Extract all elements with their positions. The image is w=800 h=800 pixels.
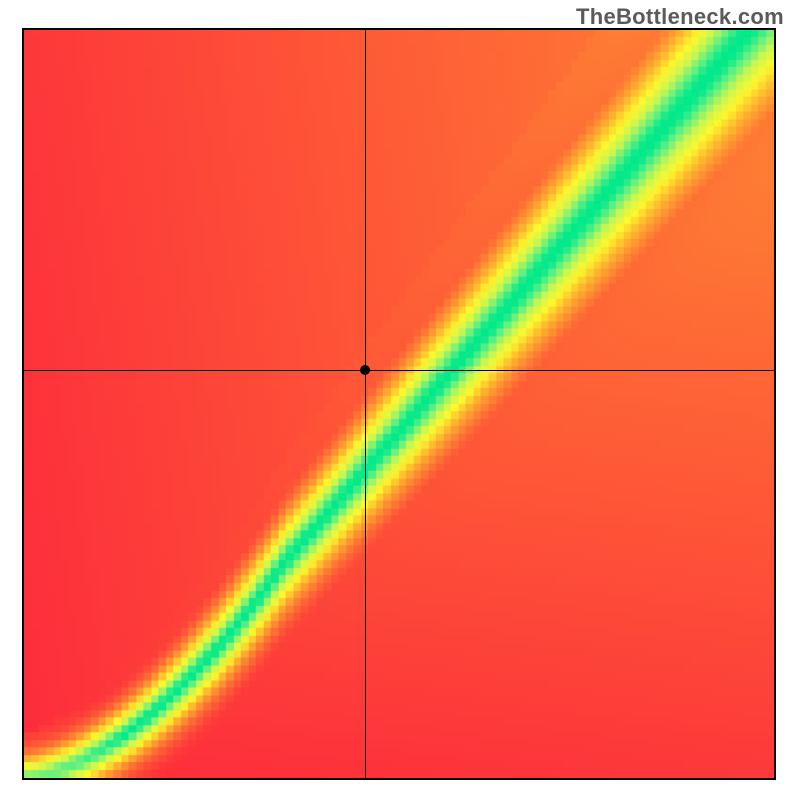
crosshair-vertical: [365, 28, 366, 780]
chart-container: TheBottleneck.com: [0, 0, 800, 800]
watermark: TheBottleneck.com: [576, 4, 784, 30]
crosshair-horizontal: [22, 370, 776, 371]
bottleneck-heatmap: [22, 28, 776, 780]
